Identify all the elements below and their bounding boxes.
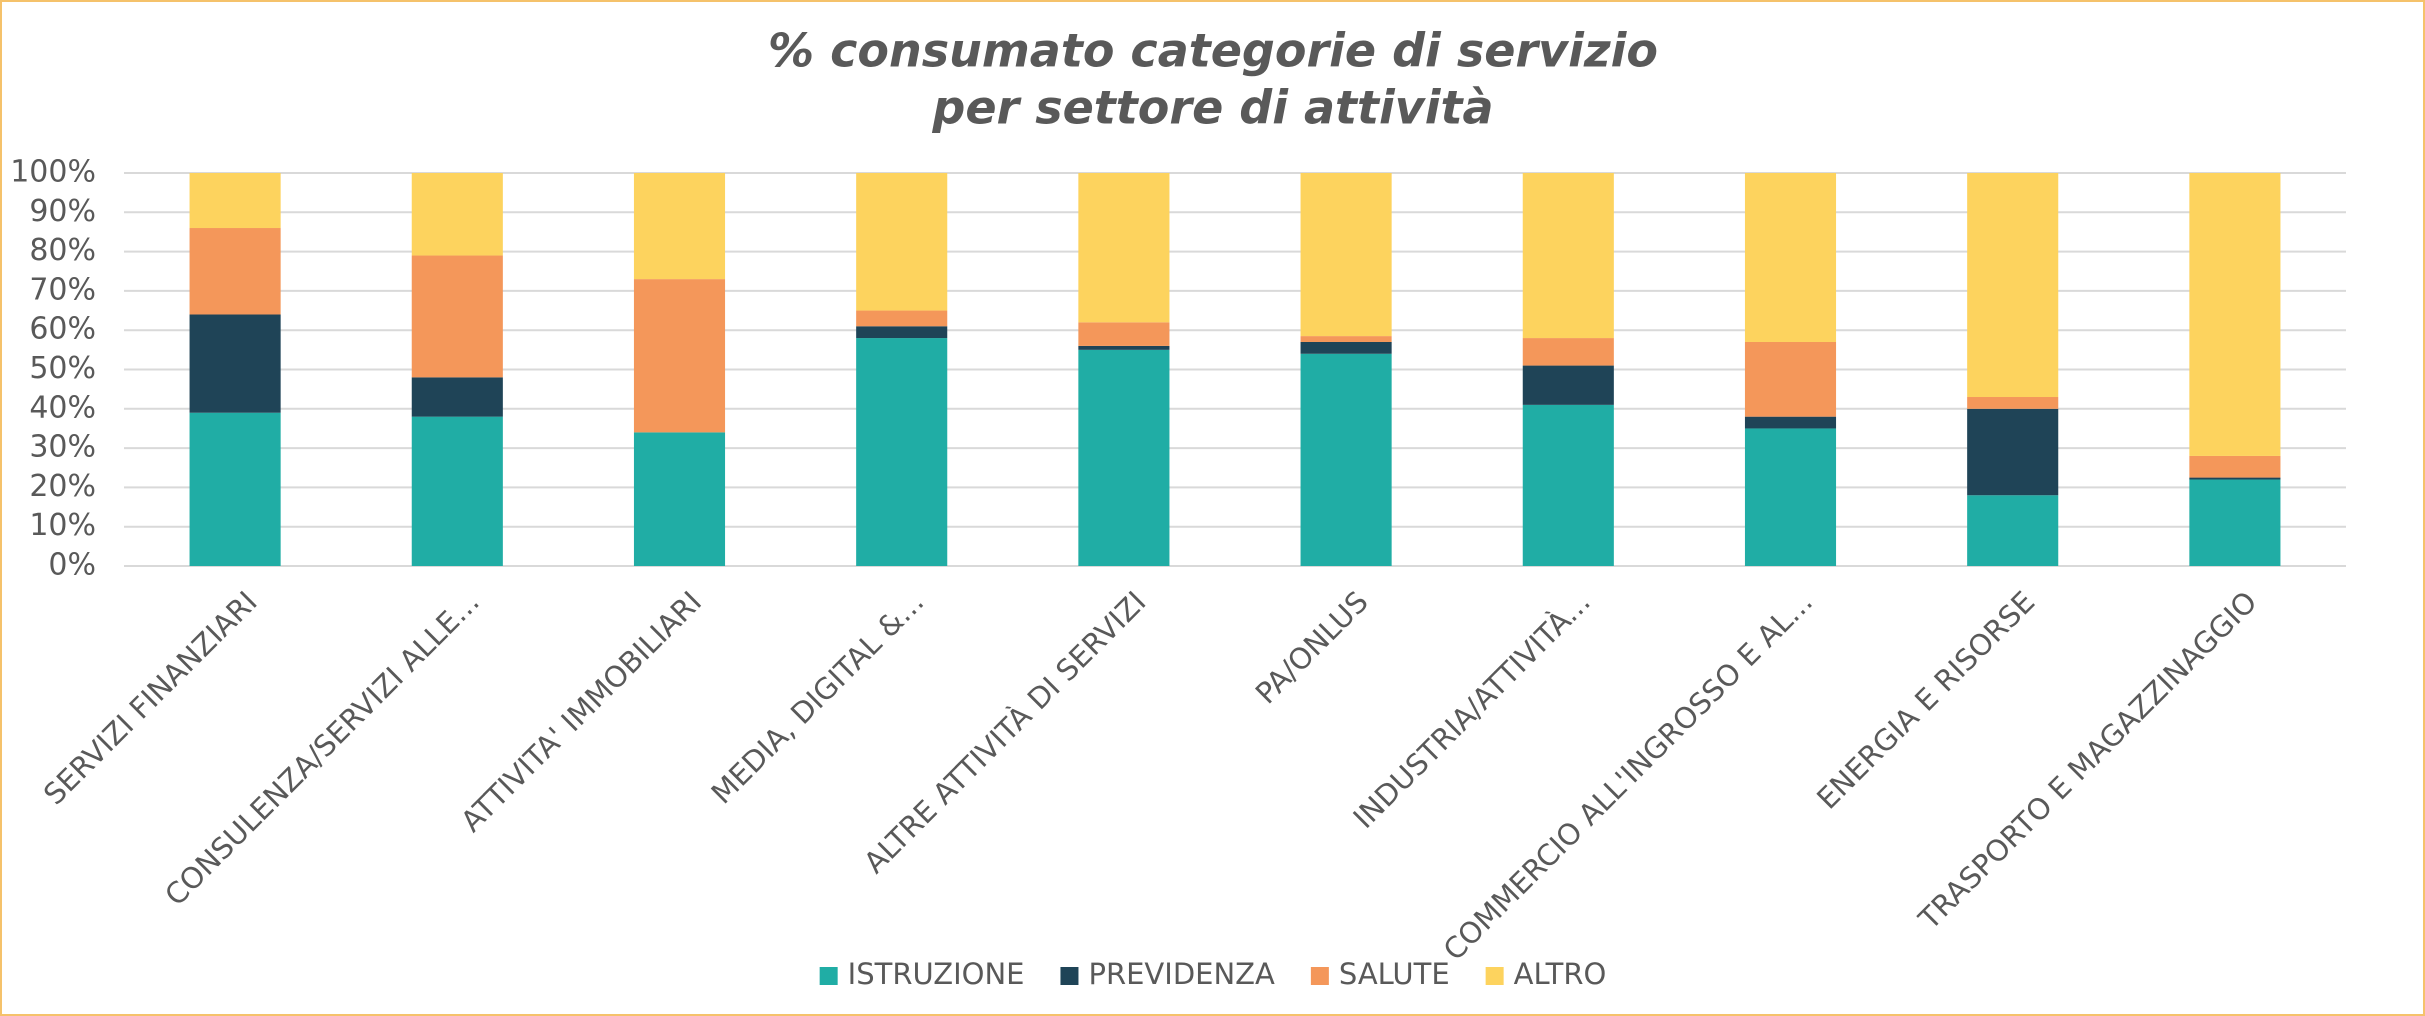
bar-segment <box>1967 408 2059 496</box>
bar-segment <box>411 173 503 256</box>
legend-swatch <box>1310 967 1329 985</box>
chart-title: per settore di attività <box>931 81 1493 135</box>
bar-segment <box>411 255 503 378</box>
y-tick-label: 90% <box>29 194 96 229</box>
bar-segment <box>189 228 281 315</box>
bar-segment <box>1078 345 1170 350</box>
y-tick-label: 30% <box>29 430 96 465</box>
y-tick-label: 0% <box>48 548 96 583</box>
y-tick-label: 40% <box>29 390 96 425</box>
bar-segment <box>1078 349 1170 566</box>
bar-segment <box>411 377 503 417</box>
bar-segment <box>1300 353 1392 566</box>
bar-segment <box>1967 397 2059 409</box>
bar-segment <box>1744 341 1837 417</box>
bar-segment <box>1300 341 1392 354</box>
bar-segment <box>2189 479 2281 566</box>
legend-label: ALTRO <box>1514 957 1607 991</box>
bar-segment <box>1078 322 1170 346</box>
bar-segment <box>856 326 948 339</box>
bar-segment <box>856 338 948 566</box>
legend-swatch <box>819 967 838 985</box>
bar-segment <box>633 279 726 433</box>
chart-title: % consumato categorie di servizio <box>768 24 1658 78</box>
legend-swatch <box>1485 967 1504 985</box>
bar-segment <box>1300 173 1392 337</box>
y-tick-label: 10% <box>29 508 96 543</box>
y-tick-label: 20% <box>29 469 96 504</box>
bar-segment <box>189 173 281 229</box>
y-tick-label: 80% <box>29 233 96 268</box>
bar-segment <box>1078 173 1170 323</box>
bar-segment <box>411 416 503 566</box>
bar-segment <box>1967 495 2059 566</box>
bar-segment <box>1744 416 1837 429</box>
bar-segment <box>1744 428 1837 566</box>
bar-segment <box>189 412 281 566</box>
legend-label: SALUTE <box>1339 957 1450 991</box>
legend-label: ISTRUZIONE <box>848 957 1025 991</box>
bar-segment <box>856 310 948 327</box>
bar-segment <box>856 173 948 311</box>
bar-segment <box>633 432 726 566</box>
legend-swatch <box>1060 967 1079 985</box>
y-tick-label: 60% <box>29 312 96 347</box>
legend-label: PREVIDENZA <box>1088 957 1275 991</box>
bar-segment <box>2189 173 2281 456</box>
bar-segment <box>633 173 726 280</box>
bar-segment <box>1522 338 1614 366</box>
y-tick-label: 70% <box>29 272 96 307</box>
y-tick-label: 50% <box>29 351 96 386</box>
bar-segment <box>2189 477 2281 480</box>
bar-segment <box>1522 173 1614 339</box>
bar-segment <box>1522 365 1614 405</box>
bar-segment <box>1744 173 1837 342</box>
bar-segment <box>2189 455 2281 478</box>
y-tick-label: 100% <box>10 155 96 190</box>
bar-segment <box>1300 336 1392 342</box>
bar-segment <box>189 314 281 413</box>
bar-segment <box>1967 173 2059 398</box>
bar-segment <box>1522 404 1614 566</box>
